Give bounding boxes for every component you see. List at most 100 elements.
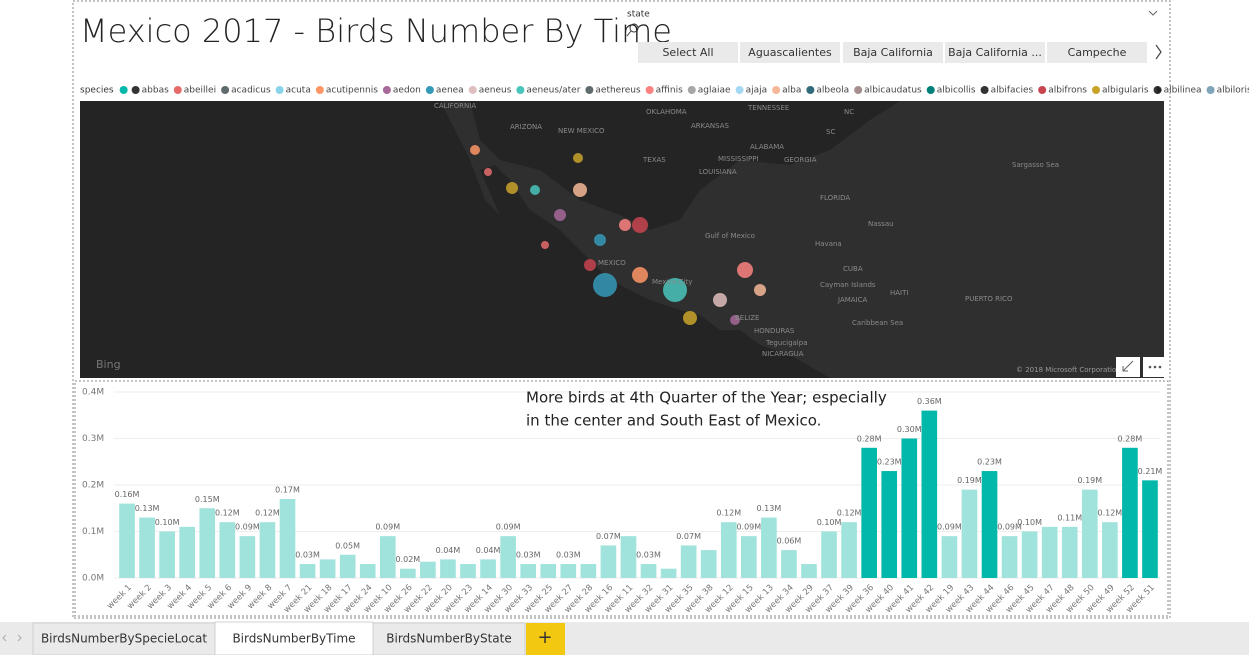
bar[interactable] <box>881 471 898 578</box>
tab[interactable] <box>372 622 526 655</box>
bar[interactable] <box>1021 531 1038 579</box>
bar[interactable] <box>339 554 356 578</box>
bar[interactable] <box>520 564 537 578</box>
slicer-item[interactable] <box>638 42 738 63</box>
bar[interactable] <box>259 522 276 578</box>
bar[interactable] <box>660 568 677 578</box>
bar[interactable] <box>1041 526 1058 578</box>
slicer-item-label: Baja California <box>853 46 933 59</box>
bar[interactable] <box>139 517 155 578</box>
legend-label: albiloris <box>1217 86 1249 96</box>
map-labels: CALIFORNIA ARIZONA NEW MEXICO OKLAHOMA A… <box>434 102 1059 358</box>
map-label: BELIZE <box>735 314 759 322</box>
legend-label: albigularis <box>1102 86 1149 96</box>
bar[interactable] <box>299 564 316 578</box>
bar[interactable] <box>720 522 737 578</box>
slicer-item[interactable] <box>945 42 1045 63</box>
bar[interactable] <box>781 550 797 578</box>
tab-scroll[interactable] <box>2 634 22 642</box>
data-label: 0.12M <box>716 509 741 518</box>
legend-label: aenea <box>436 86 464 96</box>
data-label: 0.04M <box>436 546 461 555</box>
bar[interactable] <box>219 522 236 578</box>
bar[interactable] <box>159 531 175 579</box>
legend-label: acuta <box>286 86 311 96</box>
map-label: JAMAICA <box>837 296 868 304</box>
bar[interactable] <box>981 471 998 578</box>
data-label: 0.28M <box>857 434 882 443</box>
bar[interactable] <box>620 536 637 578</box>
map-label: ALABAMA <box>750 143 784 151</box>
bar[interactable] <box>1001 536 1018 578</box>
bar[interactable] <box>761 517 777 578</box>
bar[interactable] <box>580 564 597 578</box>
slicer-item[interactable] <box>1047 42 1147 63</box>
legend-next[interactable] <box>1157 86 1162 94</box>
map-label: TEXAS <box>642 156 666 164</box>
bar[interactable] <box>179 526 196 578</box>
legend-marker <box>425 86 434 94</box>
bar[interactable] <box>680 545 697 578</box>
legend-marker <box>516 86 525 94</box>
data-label: 0.12M <box>255 509 280 518</box>
slicer-chevron[interactable] <box>1148 10 1158 16</box>
bar[interactable] <box>1081 489 1098 578</box>
bar[interactable] <box>460 564 476 578</box>
bar[interactable] <box>279 498 296 578</box>
bar[interactable] <box>801 564 817 578</box>
bar[interactable] <box>1102 522 1118 578</box>
bar[interactable] <box>1061 526 1078 578</box>
focus-mode-button[interactable] <box>1116 357 1140 377</box>
bar[interactable] <box>961 489 978 578</box>
bar[interactable] <box>239 536 256 578</box>
bar[interactable] <box>1122 447 1138 578</box>
legend-marker <box>854 86 863 94</box>
bar[interactable] <box>440 559 456 578</box>
bar[interactable] <box>480 559 496 578</box>
bar[interactable] <box>861 447 877 578</box>
bar[interactable] <box>379 536 396 578</box>
map-label: Gulf of Mexico <box>705 232 755 240</box>
data-label: 0.09M <box>736 523 761 532</box>
bar[interactable] <box>821 531 837 579</box>
map-label: GEORGIA <box>784 156 817 164</box>
bar[interactable] <box>540 564 557 578</box>
bar[interactable] <box>560 564 577 578</box>
legend-title: species <box>80 86 114 96</box>
bar[interactable] <box>841 522 857 578</box>
data-label: 0.13M <box>135 504 160 513</box>
bar[interactable] <box>921 410 938 578</box>
tab[interactable] <box>214 621 374 655</box>
bar[interactable] <box>640 564 657 578</box>
slicer-next[interactable] <box>1155 44 1162 60</box>
map-label: Sargasso Sea <box>1012 161 1059 169</box>
legend-marker <box>687 86 696 94</box>
legend-marker <box>735 86 744 94</box>
bar[interactable] <box>1142 480 1158 578</box>
bar[interactable] <box>359 564 376 578</box>
add-tab[interactable] <box>526 623 565 655</box>
data-label: 0.17M <box>275 485 300 494</box>
bar[interactable] <box>700 550 717 578</box>
bar[interactable] <box>901 438 918 579</box>
map-label: Havana <box>815 240 842 248</box>
bar[interactable] <box>500 536 516 578</box>
map-label: MEXICO <box>598 259 626 267</box>
slicer-item[interactable] <box>740 42 840 63</box>
legend-marker <box>980 86 989 94</box>
bar[interactable] <box>600 545 617 578</box>
bar[interactable] <box>941 536 958 578</box>
bar[interactable] <box>740 536 757 578</box>
tab[interactable] <box>32 622 216 655</box>
bar[interactable] <box>400 568 416 578</box>
bar[interactable] <box>199 508 216 578</box>
bar[interactable] <box>319 559 336 578</box>
map-copyright: © 2018 Microsoft Corporation <box>1016 366 1121 374</box>
search-icon[interactable] <box>626 23 639 37</box>
bar[interactable] <box>119 503 135 578</box>
tab-label: BirdsNumberBySpecieLocat <box>41 632 207 646</box>
slicer-item-label: Select All <box>662 46 713 59</box>
bar[interactable] <box>420 561 436 578</box>
slicer-item[interactable] <box>843 42 943 63</box>
